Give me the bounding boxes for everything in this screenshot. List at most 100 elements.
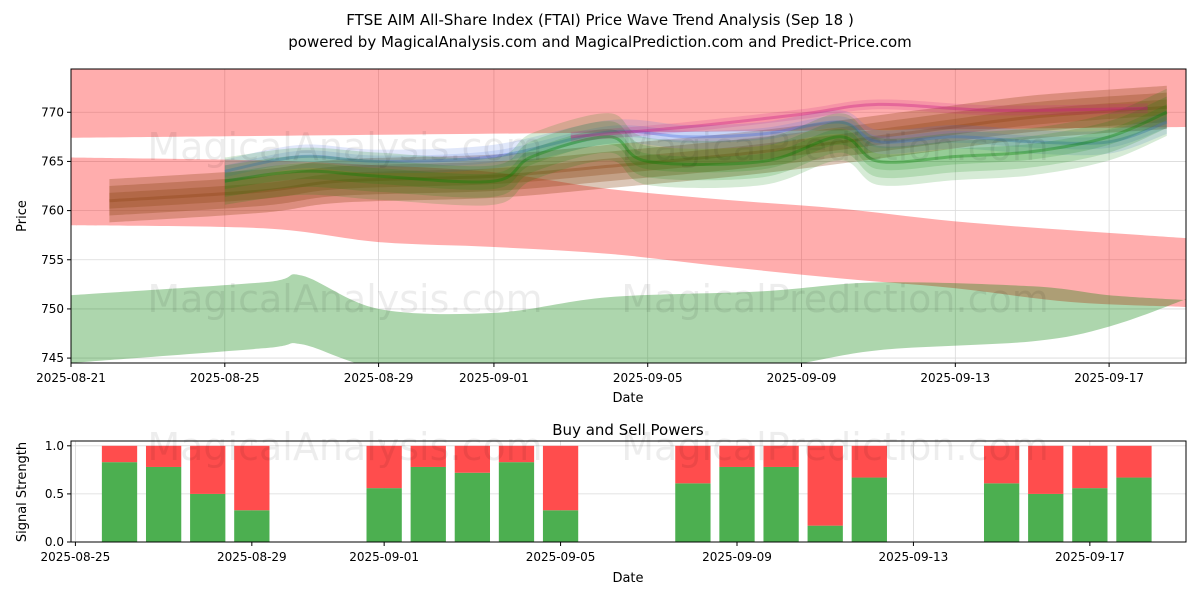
buy-sell-title: Buy and Sell Powers (552, 421, 704, 439)
green-lower-band (71, 274, 1186, 363)
signal-x-tick-label: 2025-08-29 (217, 550, 287, 564)
buy-sell-panel: Buy and Sell Powers MagicalAnalysis.com … (15, 421, 1187, 586)
buy-bar (542, 510, 579, 542)
sell-bar (410, 445, 446, 467)
buy-bar (1028, 493, 1064, 542)
signal-y-tick-label: 0.0 (45, 535, 64, 549)
buy-bar (719, 466, 755, 542)
sell-bar (1116, 445, 1152, 478)
price-y-tick-label: 745 (41, 351, 64, 365)
blue-wave-fan-layer (224, 116, 1167, 178)
sell-bar (542, 445, 579, 511)
signal-x-tick-label: 2025-08-25 (41, 550, 111, 564)
price-y-tick-label: 770 (41, 105, 64, 119)
sell-bar (366, 445, 402, 489)
sell-bar (1028, 445, 1064, 494)
red-lower-band (71, 157, 1186, 307)
green-wave-fan (224, 88, 1168, 206)
watermark-left-top: MagicalAnalysis.com (147, 125, 542, 169)
price-y-tick-label: 760 (41, 204, 64, 218)
blue-wave-fan (224, 110, 1168, 184)
signal-axes-frame (70, 440, 1187, 543)
price-x-tick-label: 2025-08-21 (36, 371, 106, 385)
price-x-tick-label: 2025-09-05 (613, 371, 683, 385)
figure-title-line2: powered by MagicalAnalysis.com and Magic… (288, 33, 912, 51)
buy-bar (234, 510, 270, 542)
figure-title-line1: FTSE AIM All-Share Index (FTAI) Price Wa… (346, 11, 854, 29)
sell-bar (763, 445, 799, 467)
watermark-right-bottom: MagicalPrediction.com (621, 425, 1049, 469)
sell-bar (675, 445, 711, 484)
purple-wave-fan-layer (570, 99, 1148, 142)
price-x-tick-label: 2025-09-01 (459, 371, 529, 385)
price-y-axis-label: Price (15, 200, 30, 232)
price-x-tick-label: 2025-08-25 (190, 371, 260, 385)
brown-wave-fan-layer (109, 92, 1167, 216)
price-axes-frame (70, 68, 1187, 364)
buy-bar (366, 488, 402, 542)
price-x-tick-label: 2025-09-17 (1074, 371, 1144, 385)
signal-x-tick-label: 2025-09-05 (526, 550, 596, 564)
sell-bar (234, 445, 270, 511)
sell-bar (807, 445, 843, 526)
blue-wave-fan-layer (224, 110, 1167, 184)
buy-bar (1116, 477, 1152, 542)
brown-wave-fan-layer (109, 99, 1167, 209)
sell-bar (454, 445, 491, 473)
sell-bar (190, 445, 226, 494)
price-x-tick-label: 2025-09-09 (767, 371, 837, 385)
buy-bar (145, 466, 182, 542)
sell-bar (851, 445, 887, 478)
buy-bar (807, 525, 843, 542)
signal-plot-area (101, 445, 1152, 542)
sell-bar (719, 445, 755, 467)
price-x-axis-label: Date (612, 391, 643, 406)
buy-bar (983, 483, 1020, 542)
brown-wave-fan (109, 85, 1167, 223)
signal-x-tick-label: 2025-09-13 (879, 550, 949, 564)
price-y-tick-label: 765 (41, 154, 64, 168)
signal-x-tick-label: 2025-09-09 (702, 550, 772, 564)
signal-x-tick-label: 2025-09-01 (349, 550, 419, 564)
buy-bar (675, 483, 711, 542)
buy-bar (1072, 488, 1108, 542)
signal-x-tick-label: 2025-09-17 (1055, 550, 1125, 564)
buy-bar (498, 462, 535, 542)
price-wave-panel: MagicalAnalysis.com MagicalPrediction.co… (15, 68, 1187, 406)
signal-x-axis-label: Date (612, 571, 643, 586)
signal-y-tick-label: 0.5 (45, 487, 64, 501)
buy-bar (101, 462, 138, 542)
purple-wave-fan-centerline (570, 102, 1148, 139)
price-grid (70, 69, 1186, 363)
brown-wave-fan-layer (109, 85, 1167, 223)
green-wave-fan-layer (224, 96, 1167, 198)
watermark-left-middle: MagicalAnalysis.com (147, 277, 542, 321)
buy-bar (851, 477, 887, 542)
sell-bar (1072, 445, 1108, 489)
price-y-tick-label: 755 (41, 253, 64, 267)
brown-wave-fan-centerline (109, 105, 1167, 203)
watermark-right-middle: MagicalPrediction.com (621, 277, 1049, 321)
price-y-tick-label: 750 (41, 302, 64, 316)
sell-bar (101, 445, 138, 463)
signal-axis-ticks: 2025-08-25 2025-08-29 2025-09-01 2025-09-05… (41, 439, 1125, 564)
watermark-right-top: MagicalPrediction.com (621, 125, 1049, 169)
blue-wave-fan-centerline (224, 120, 1168, 173)
price-x-tick-label: 2025-08-29 (344, 371, 414, 385)
buy-bar (454, 472, 491, 542)
watermark-left-bottom: MagicalAnalysis.com (147, 425, 542, 469)
green-wave-fan-centerline (224, 110, 1168, 184)
purple-wave-fan (570, 99, 1148, 142)
green-wave-fan-layer (224, 88, 1167, 206)
buy-bar (763, 466, 799, 542)
price-axis-ticks: 2025-08-21 2025-08-25 2025-08-29 2025-09-01… (36, 105, 1144, 385)
sell-bar (498, 445, 535, 463)
buy-bar (190, 493, 226, 542)
signal-y-axis-label: Signal Strength (15, 442, 30, 542)
price-plot-area (71, 69, 1186, 363)
buy-bar (410, 466, 446, 542)
red-upper-band (71, 69, 1186, 138)
sell-bar (145, 445, 182, 467)
price-x-tick-label: 2025-09-13 (920, 371, 990, 385)
